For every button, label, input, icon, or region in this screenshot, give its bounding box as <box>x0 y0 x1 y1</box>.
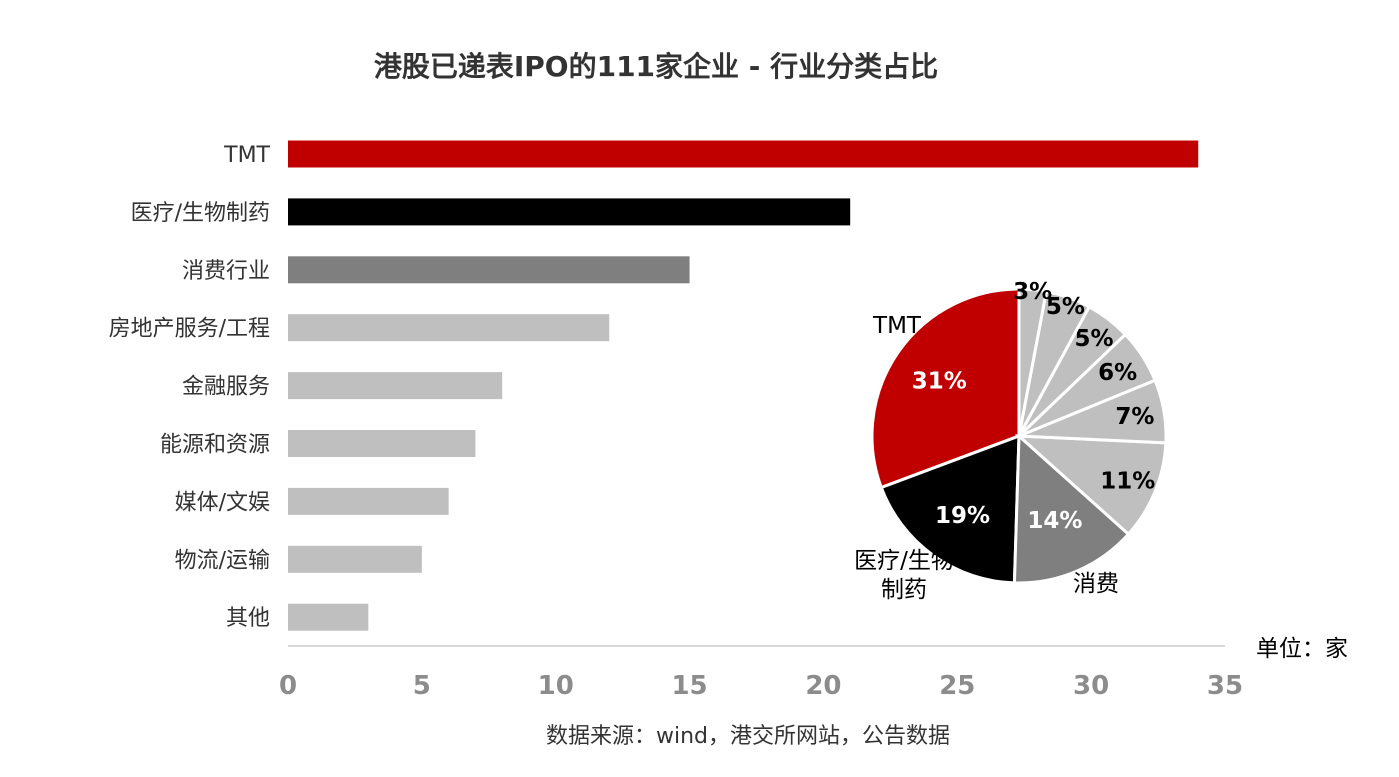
pie-slice <box>1012 432 1131 585</box>
pie-slice-label: 6% <box>1098 360 1137 386</box>
x-axis-ticks: 0 5 10 15 20 25 30 35 <box>279 671 1243 701</box>
category-label: 金融服务 <box>182 375 270 400</box>
chart-title: 港股已递表IPO的111家企业 - 行业分类占比 <box>374 50 938 83</box>
pie-slice-label: 11% <box>1100 469 1155 495</box>
x-tick-label: 10 <box>538 671 574 701</box>
pie-category-label: 医疗/生物制药 <box>854 548 954 603</box>
pie-slice-label: 5% <box>1074 326 1113 352</box>
category-label: 房地产服务/工程 <box>109 317 270 342</box>
x-tick-label: 0 <box>279 671 297 701</box>
pie-slice-label: 3% <box>1013 279 1052 305</box>
bar-chart: TMT医疗/生物制药消费行业房地产服务/工程金融服务能源和资源媒体/文娱物流/运… <box>109 140 1199 631</box>
bar <box>288 256 690 284</box>
category-label: 消费行业 <box>182 259 270 284</box>
pie-slice-label: 5% <box>1046 294 1085 320</box>
category-label: 医疗/生物制药 <box>131 201 270 226</box>
bar <box>288 140 1199 168</box>
bar <box>288 372 503 400</box>
bar <box>288 487 449 515</box>
pie-slice-label: 14% <box>1027 508 1082 534</box>
x-tick-label: 20 <box>805 671 841 701</box>
bar <box>288 198 851 226</box>
pie-slice-label: 7% <box>1115 404 1154 430</box>
source-note: 数据来源：wind，港交所网站，公告数据 <box>546 724 950 749</box>
pie-category-label: TMT <box>872 313 922 339</box>
category-label: TMT <box>223 143 270 168</box>
category-label: 其他 <box>226 606 270 631</box>
x-tick-label: 5 <box>413 671 431 701</box>
x-tick-label: 15 <box>671 671 707 701</box>
x-tick-label: 25 <box>939 671 975 701</box>
pie-slice <box>1017 287 1049 437</box>
bar <box>288 545 422 573</box>
category-label: 物流/运输 <box>175 548 270 573</box>
pie-slice <box>879 433 1021 585</box>
unit-label: 单位：家 <box>1256 636 1348 662</box>
bar <box>288 314 610 342</box>
x-tick-label: 35 <box>1207 671 1243 701</box>
pie-category-label: 消费 <box>1073 571 1119 597</box>
pie-slice <box>870 287 1021 490</box>
pie-slice-label: 31% <box>912 369 967 395</box>
x-tick-label: 30 <box>1073 671 1109 701</box>
category-label: 媒体/文娱 <box>175 490 270 515</box>
bar <box>288 430 476 457</box>
category-label: 能源和资源 <box>160 433 270 458</box>
bar <box>288 603 369 631</box>
pie-slice <box>1014 434 1168 537</box>
pie-slice-label: 19% <box>935 503 990 529</box>
